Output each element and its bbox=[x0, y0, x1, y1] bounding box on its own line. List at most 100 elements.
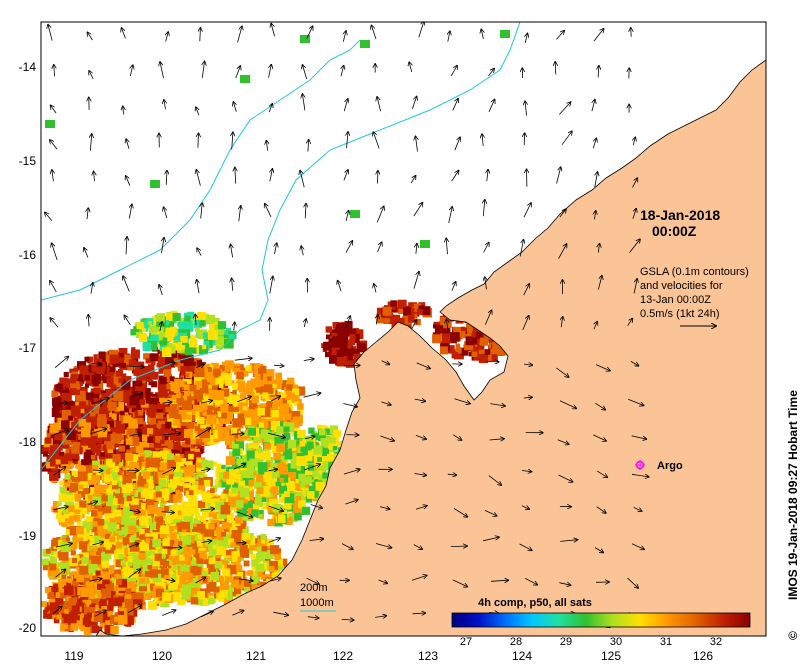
sst-cell bbox=[97, 366, 105, 375]
sst-cell bbox=[488, 352, 498, 362]
sst-cell bbox=[145, 399, 151, 404]
sst-cell bbox=[168, 570, 173, 575]
sst-cell bbox=[215, 384, 224, 392]
sst-cell bbox=[139, 529, 145, 535]
sst-cell bbox=[288, 392, 295, 400]
sst-cell bbox=[171, 549, 177, 554]
sst-cell bbox=[225, 456, 235, 466]
sst-cell bbox=[180, 458, 187, 464]
sst-cell bbox=[450, 332, 460, 342]
sst-cell bbox=[208, 523, 215, 530]
sst-cell bbox=[257, 407, 265, 416]
sst-cell bbox=[191, 526, 198, 532]
sst-cell bbox=[71, 470, 80, 479]
sst-cell bbox=[225, 512, 234, 522]
sst-cell bbox=[159, 531, 167, 539]
sst-cell bbox=[171, 504, 178, 512]
sst-cell bbox=[42, 558, 49, 566]
sst-cell bbox=[231, 530, 240, 539]
sst-cell bbox=[82, 617, 91, 626]
sst-cell bbox=[111, 469, 120, 478]
sst-cell bbox=[58, 550, 69, 561]
sst-cell bbox=[143, 509, 150, 516]
sst-cell bbox=[129, 436, 140, 446]
sst-cell bbox=[155, 435, 162, 443]
sst-cell bbox=[106, 421, 114, 429]
sst-cell bbox=[210, 376, 218, 383]
sst-cell bbox=[192, 404, 202, 414]
sst-cell bbox=[200, 428, 210, 439]
sst-cell bbox=[340, 328, 349, 337]
sst-cell bbox=[162, 568, 169, 575]
sst-cell bbox=[279, 403, 290, 413]
sst-cell bbox=[130, 498, 139, 507]
sst-cell bbox=[98, 601, 106, 609]
sst-cell bbox=[331, 332, 338, 339]
sst-cell bbox=[93, 551, 101, 559]
sst-cell bbox=[105, 458, 115, 468]
sst-cell bbox=[284, 451, 293, 460]
sst-cell bbox=[173, 555, 184, 565]
sst-cell bbox=[77, 471, 88, 482]
sst-cell bbox=[157, 471, 164, 479]
sst-cell bbox=[274, 457, 281, 464]
sst-cell bbox=[292, 395, 300, 403]
sst-cell bbox=[121, 527, 129, 534]
sst-cell bbox=[113, 569, 121, 577]
sst-cell bbox=[262, 472, 272, 482]
sst-cell bbox=[142, 528, 150, 536]
sst-cell bbox=[122, 537, 130, 545]
sst-cell bbox=[268, 566, 275, 572]
sst-cell bbox=[233, 444, 239, 450]
sst-cell bbox=[460, 347, 469, 356]
sst-cell bbox=[193, 451, 201, 459]
sst-cell bbox=[337, 335, 348, 346]
sst-cell bbox=[443, 328, 450, 335]
sst-cell bbox=[114, 516, 122, 524]
sst-cell bbox=[154, 553, 162, 561]
sst-cell bbox=[264, 461, 271, 468]
sst-cell bbox=[221, 533, 230, 543]
sst-cell bbox=[70, 550, 76, 556]
sst-cell bbox=[112, 454, 121, 463]
sst-cell bbox=[118, 476, 123, 481]
sst-cell bbox=[239, 487, 250, 498]
sst-cell bbox=[120, 516, 130, 525]
sst-cell bbox=[179, 555, 185, 561]
sst-cell bbox=[294, 401, 299, 406]
sst-cell bbox=[170, 532, 177, 540]
sst-cell bbox=[222, 538, 232, 548]
sst-cell bbox=[74, 389, 80, 395]
sst-cell bbox=[156, 507, 166, 517]
sst-cell bbox=[150, 457, 161, 468]
sst-cell bbox=[115, 424, 125, 434]
sst-cell bbox=[74, 502, 82, 510]
sst-cell bbox=[52, 501, 59, 507]
sst-cell bbox=[73, 431, 82, 440]
sst-cell bbox=[80, 565, 89, 575]
sst-cell bbox=[285, 433, 291, 438]
sst-cell bbox=[163, 496, 169, 501]
sst-cell bbox=[203, 479, 211, 487]
sst-cell bbox=[251, 509, 259, 517]
sst-cell bbox=[165, 355, 174, 365]
sst-cell bbox=[219, 590, 228, 598]
sst-cell bbox=[78, 537, 84, 543]
sst-cell bbox=[287, 377, 295, 385]
sst-cell bbox=[238, 480, 245, 487]
sst-cell bbox=[147, 564, 152, 570]
sst-cell bbox=[47, 566, 58, 577]
sst-cell bbox=[132, 573, 139, 580]
sst-cell bbox=[161, 548, 168, 555]
sst-cell bbox=[181, 584, 191, 594]
sst-cell bbox=[88, 434, 98, 444]
sst-cell bbox=[208, 389, 219, 400]
sst-cell bbox=[408, 302, 418, 312]
sst-cell bbox=[115, 559, 124, 567]
sst-cell bbox=[221, 464, 226, 469]
sst-cell bbox=[271, 410, 279, 418]
sst-cell bbox=[189, 477, 196, 484]
sst-cell bbox=[278, 514, 285, 521]
sst-cell bbox=[131, 478, 141, 488]
sst-cell bbox=[258, 381, 264, 387]
